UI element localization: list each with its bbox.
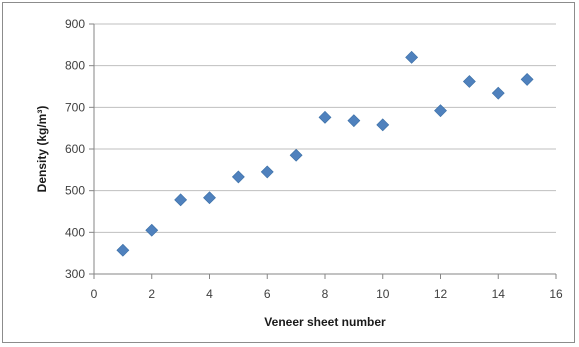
data-point bbox=[116, 243, 130, 257]
gridlines bbox=[94, 23, 556, 233]
data-point bbox=[405, 50, 419, 64]
x-axis-label: Veneer sheet number bbox=[264, 315, 386, 329]
axes bbox=[89, 23, 557, 279]
x-tick-label: 2 bbox=[148, 287, 155, 301]
x-tick-label: 0 bbox=[91, 287, 98, 301]
y-tick-label: 900 bbox=[65, 17, 85, 31]
x-tick-label: 12 bbox=[434, 287, 448, 301]
data-points bbox=[116, 50, 534, 257]
data-point bbox=[289, 148, 303, 162]
y-tick-label: 500 bbox=[65, 184, 85, 198]
data-point bbox=[174, 193, 188, 207]
y-tick-label: 800 bbox=[65, 59, 85, 73]
x-tick-label: 8 bbox=[322, 287, 329, 301]
y-tick-label: 300 bbox=[65, 267, 85, 281]
data-point bbox=[347, 114, 361, 128]
data-point bbox=[434, 104, 447, 118]
y-tick-label: 700 bbox=[65, 100, 85, 114]
y-tick-labels: 300 400 500 600 700 800 900 bbox=[65, 17, 85, 281]
x-tick-label: 6 bbox=[264, 287, 271, 301]
x-tick-label: 4 bbox=[206, 287, 213, 301]
data-point bbox=[491, 86, 505, 100]
data-point bbox=[520, 72, 534, 86]
x-tick-label: 14 bbox=[492, 287, 506, 301]
data-point bbox=[231, 170, 245, 184]
y-tick-label: 400 bbox=[65, 225, 85, 239]
y-tick-label: 600 bbox=[65, 142, 85, 156]
x-tick-labels: 0 2 4 6 8 10 12 14 16 bbox=[91, 287, 563, 301]
data-point bbox=[376, 118, 390, 132]
chart-frame bbox=[2, 2, 575, 343]
data-point bbox=[462, 75, 476, 88]
data-point bbox=[260, 165, 274, 179]
data-point bbox=[318, 110, 332, 124]
x-tick-label: 10 bbox=[376, 287, 390, 301]
data-point bbox=[203, 191, 216, 205]
x-tick-label: 16 bbox=[549, 287, 563, 301]
y-axis-label: Density (kg/m³) bbox=[35, 106, 49, 193]
data-point bbox=[145, 223, 159, 237]
